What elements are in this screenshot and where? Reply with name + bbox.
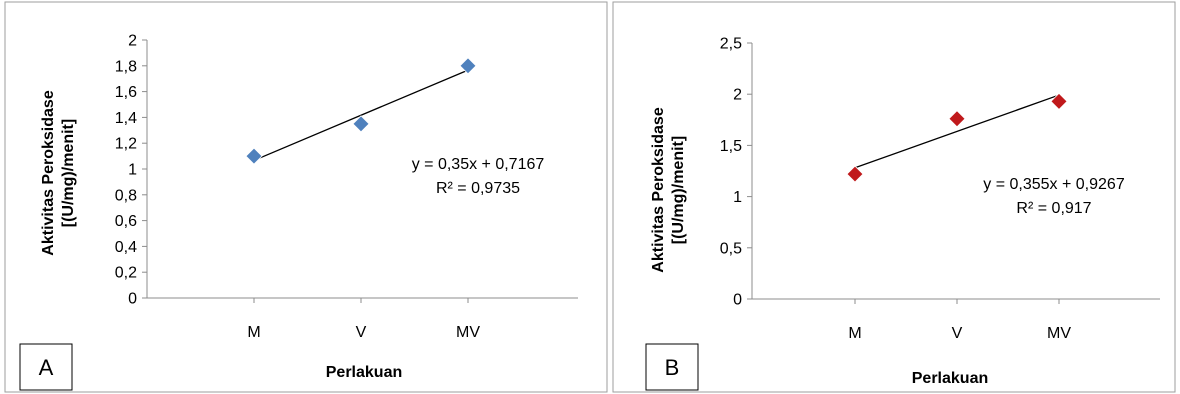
data-point-marker	[245, 147, 263, 165]
y-tick-label: 1,4	[115, 110, 137, 127]
panel-frame	[612, 1, 1176, 393]
y-tick-label: 2	[128, 33, 137, 50]
r-squared-label: R² = 0,917	[1016, 200, 1091, 217]
panel-tag: A	[39, 355, 54, 380]
data-point-marker	[948, 110, 966, 128]
trendline	[253, 69, 469, 161]
y-tick-label: 0	[128, 291, 137, 308]
trendline-equation: y = 0,355x + 0,9267	[983, 176, 1125, 193]
x-axis-title: Perlakuan	[912, 370, 988, 387]
data-point-marker	[459, 57, 477, 75]
y-axis-title-line1: Aktivitas Peroksidase	[650, 107, 667, 273]
marker-group	[846, 92, 1068, 183]
x-tick-label: M	[848, 325, 861, 342]
y-tick-group: 0 0,5 1 1,5 2 2,5	[720, 36, 752, 309]
y-tick-label: 2	[733, 87, 742, 104]
panel-frame	[4, 1, 608, 393]
y-tick-label: 0,4	[115, 239, 137, 256]
panel-tag-box	[19, 343, 73, 391]
trendline-equation: y = 0,35x + 0,7167	[412, 156, 545, 173]
marker-group	[245, 57, 477, 165]
y-tick-label: 0,8	[115, 187, 137, 204]
x-tick-group: M V MV	[848, 299, 1071, 342]
x-tick-label: M	[247, 324, 260, 341]
y-tick-label: 0,5	[720, 240, 742, 257]
y-tick-label: 1,2	[115, 136, 137, 153]
x-tick-label: MV	[1047, 325, 1071, 342]
y-tick-label: 1,6	[115, 84, 137, 101]
x-tick-label: V	[952, 325, 963, 342]
chart-panel-a: Aktivitas Peroksidase [(U/mg)/menit] 0 0,…	[4, 1, 608, 393]
panel-tag-box	[645, 343, 699, 391]
chart-panel-b: Aktivitas Peroksidase [(U/mg)/menit] 0 0,…	[612, 1, 1176, 393]
trendline	[854, 94, 1060, 169]
x-tick-label: MV	[456, 324, 480, 341]
y-tick-label: 2,5	[720, 36, 742, 53]
y-tick-label: 1	[128, 162, 137, 179]
y-tick-label: 1	[733, 189, 742, 206]
data-point-marker	[846, 165, 864, 183]
y-tick-label: 0	[733, 292, 742, 309]
y-tick-label: 1,8	[115, 58, 137, 75]
r-squared-label: R² = 0,9735	[436, 180, 520, 197]
panel-tag: B	[665, 355, 680, 380]
y-tick-group: 0 0,2 0,4 0,6 0,8 1 1,2 1,4 1,6 1,8 2	[115, 33, 147, 308]
data-point-marker	[352, 115, 370, 133]
x-tick-group: M V MV	[247, 298, 480, 341]
data-point-marker	[1050, 92, 1068, 110]
y-axis-title-line2: [(U/mg)/menit]	[670, 136, 687, 244]
y-axis-title-line1: Aktivitas Peroksidase	[40, 90, 57, 256]
x-tick-label: V	[356, 324, 367, 341]
y-tick-label: 0,6	[115, 213, 137, 230]
y-axis-title-line2: [(U/mg)/menit]	[60, 119, 77, 227]
y-tick-label: 0,2	[115, 265, 137, 282]
y-tick-label: 1,5	[720, 138, 742, 155]
x-axis-title: Perlakuan	[326, 364, 402, 381]
